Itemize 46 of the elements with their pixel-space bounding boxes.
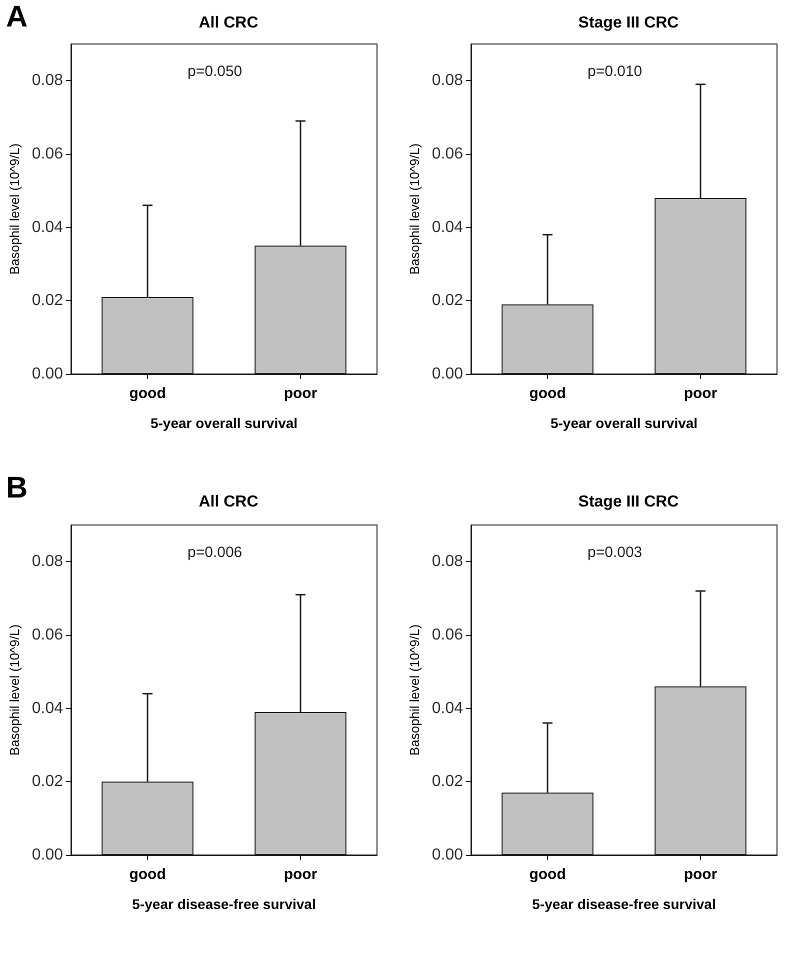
y-axis-title: Basophil level (10^9/L) xyxy=(407,624,422,756)
chart-title: All CRC xyxy=(198,494,259,510)
y-tick-label: 0.04 xyxy=(32,218,64,236)
x-tick-label: poor xyxy=(284,385,318,402)
y-tick-label: 0.06 xyxy=(32,626,64,644)
text: B xyxy=(6,472,28,504)
y-tick-label: 0.00 xyxy=(32,366,64,382)
x-tick-label: poor xyxy=(684,385,718,402)
chart-title: Stage III CRC xyxy=(578,14,680,32)
y-tick-label: 0.06 xyxy=(432,626,464,644)
x-axis-title: 5-year disease-free survival xyxy=(532,896,716,912)
text: A xyxy=(6,0,28,34)
y-tick-label: 0.06 xyxy=(32,146,64,162)
x-tick-label: poor xyxy=(284,866,318,883)
y-axis-title: Basophil level (10^9/L) xyxy=(407,143,422,275)
y-tick-label: 0.02 xyxy=(32,773,64,790)
x-tick-label: good xyxy=(129,866,166,883)
x-tick-label: good xyxy=(529,385,566,402)
y-tick-label: 0.08 xyxy=(32,553,64,570)
y-tick-label: 0.04 xyxy=(432,700,464,717)
chart-title: All CRC xyxy=(198,14,259,32)
y-tick-label: 0.02 xyxy=(32,292,64,310)
y-axis-title: Basophil level (10^9/L) xyxy=(7,624,22,756)
y-tick-label: 0.00 xyxy=(32,846,64,864)
annotation: p=0.003 xyxy=(588,544,642,561)
annotation: p=0.050 xyxy=(188,63,242,80)
y-tick-label: 0.08 xyxy=(432,72,464,90)
y-tick-label: 0.04 xyxy=(32,700,64,717)
x-axis-title: 5-year disease-free survival xyxy=(132,896,316,912)
x-tick-label: good xyxy=(129,385,166,402)
y-axis-title: Basophil level (10^9/L) xyxy=(7,143,22,275)
y-tick-label: 0.00 xyxy=(432,846,464,864)
x-axis-title: 5-year overall survival xyxy=(550,415,698,431)
x-tick-label: poor xyxy=(684,866,718,883)
x-axis-title: 5-year overall survival xyxy=(150,415,298,431)
y-tick-label: 0.04 xyxy=(432,218,464,236)
y-tick-label: 0.02 xyxy=(432,292,464,310)
x-tick-label: good xyxy=(529,866,566,883)
y-tick-label: 0.08 xyxy=(32,72,64,90)
annotation: p=0.006 xyxy=(188,544,242,561)
y-tick-label: 0.08 xyxy=(432,553,464,570)
chart-title: Stage III CRC xyxy=(578,494,680,510)
y-tick-label: 0.00 xyxy=(432,366,464,382)
y-tick-label: 0.06 xyxy=(432,146,464,162)
annotation: p=0.010 xyxy=(588,63,642,80)
y-tick-label: 0.02 xyxy=(432,773,464,790)
